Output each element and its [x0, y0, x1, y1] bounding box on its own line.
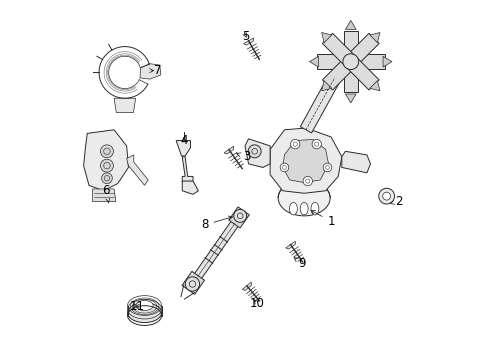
Polygon shape	[140, 64, 161, 79]
Circle shape	[101, 173, 112, 184]
Polygon shape	[224, 146, 234, 154]
Circle shape	[100, 145, 113, 158]
Polygon shape	[286, 241, 295, 249]
Circle shape	[248, 145, 261, 158]
Polygon shape	[182, 181, 198, 194]
Polygon shape	[370, 81, 380, 91]
Text: 7: 7	[150, 64, 161, 77]
Polygon shape	[283, 139, 329, 183]
Polygon shape	[310, 56, 318, 67]
Text: 4: 4	[180, 134, 188, 147]
Polygon shape	[176, 140, 191, 156]
Polygon shape	[322, 33, 379, 90]
Polygon shape	[383, 56, 392, 67]
Circle shape	[323, 163, 332, 172]
Polygon shape	[245, 139, 270, 167]
Circle shape	[100, 159, 113, 172]
Ellipse shape	[290, 202, 297, 215]
Polygon shape	[84, 130, 128, 191]
Polygon shape	[321, 32, 332, 42]
Polygon shape	[229, 207, 249, 228]
Text: 5: 5	[243, 30, 250, 43]
Polygon shape	[182, 157, 193, 182]
Ellipse shape	[278, 180, 330, 216]
Ellipse shape	[311, 202, 319, 215]
Polygon shape	[345, 94, 356, 103]
Text: 8: 8	[201, 216, 232, 231]
Text: 6: 6	[102, 184, 110, 203]
Polygon shape	[342, 151, 370, 173]
Circle shape	[234, 210, 246, 222]
Circle shape	[379, 188, 394, 204]
Circle shape	[185, 277, 199, 291]
Circle shape	[383, 192, 391, 200]
Polygon shape	[370, 32, 380, 42]
Text: 1: 1	[311, 211, 335, 228]
Polygon shape	[300, 75, 340, 133]
Text: 3: 3	[237, 150, 250, 163]
Polygon shape	[244, 38, 254, 45]
Polygon shape	[270, 128, 342, 193]
Ellipse shape	[136, 301, 153, 311]
Circle shape	[291, 139, 300, 149]
Polygon shape	[194, 221, 238, 279]
Ellipse shape	[127, 303, 162, 323]
Circle shape	[303, 176, 313, 186]
Circle shape	[312, 139, 321, 149]
Polygon shape	[114, 98, 136, 113]
Ellipse shape	[300, 202, 308, 215]
Polygon shape	[126, 155, 148, 185]
Text: 2: 2	[390, 195, 402, 208]
Polygon shape	[317, 54, 385, 69]
Polygon shape	[322, 33, 379, 90]
Circle shape	[343, 54, 359, 69]
Polygon shape	[343, 31, 358, 92]
Text: 11: 11	[129, 300, 144, 313]
Polygon shape	[345, 21, 356, 30]
Text: 10: 10	[250, 297, 265, 310]
Polygon shape	[243, 282, 251, 291]
Polygon shape	[93, 189, 116, 202]
Text: 9: 9	[294, 257, 305, 270]
Polygon shape	[321, 81, 332, 91]
Circle shape	[280, 163, 289, 172]
Polygon shape	[182, 271, 204, 294]
